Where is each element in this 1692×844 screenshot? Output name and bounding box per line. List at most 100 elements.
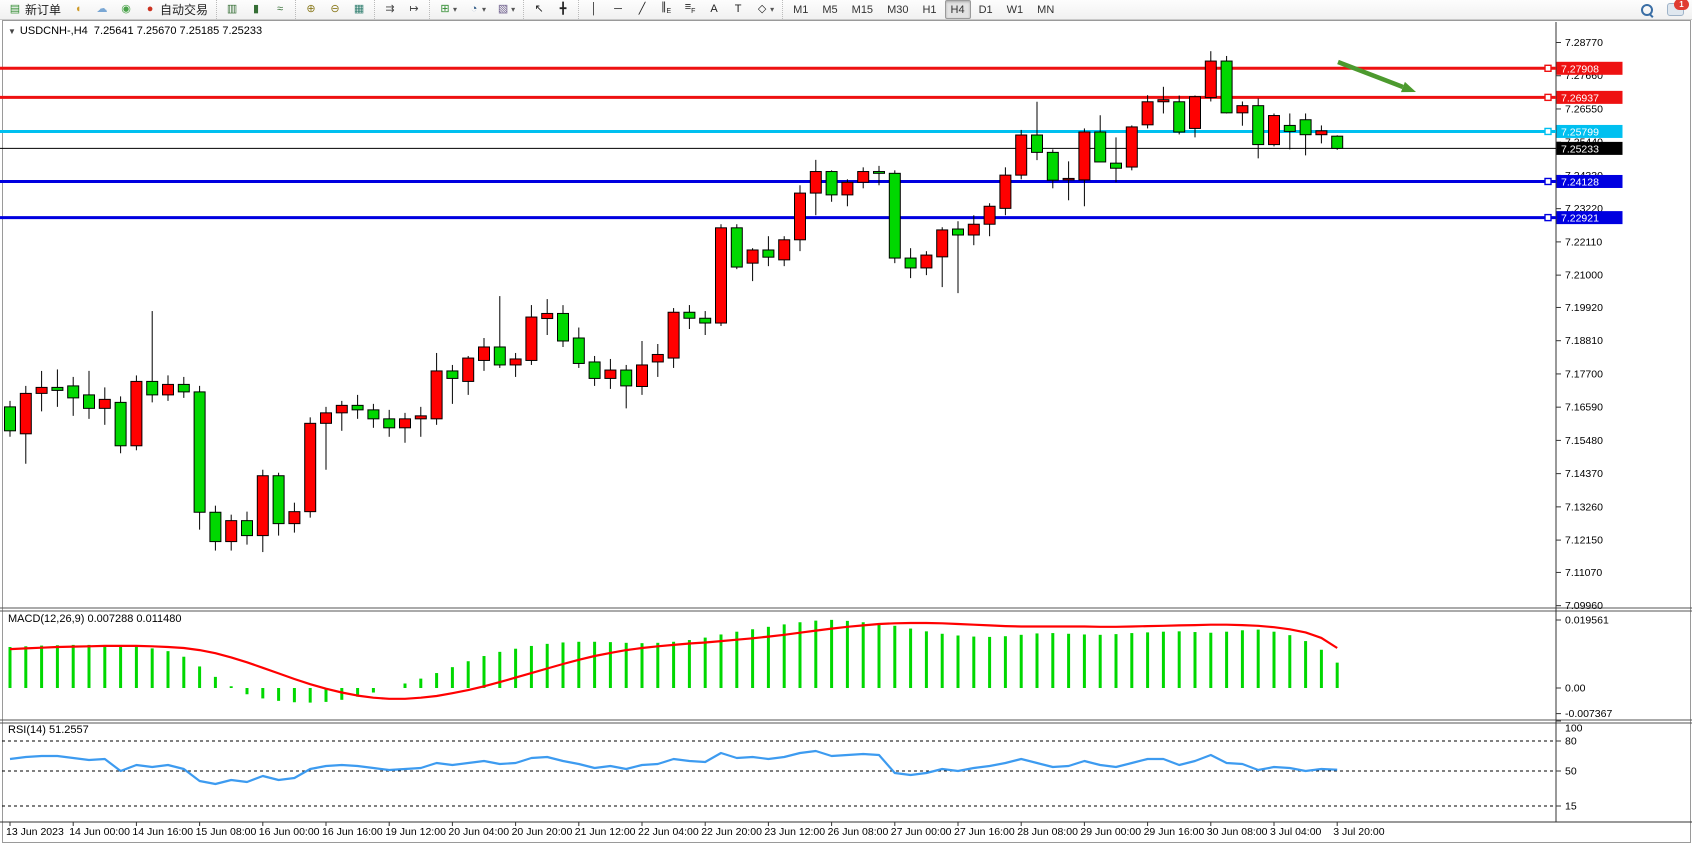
chart-shift-icon[interactable]: ↦	[403, 0, 425, 19]
svg-text:7.22921: 7.22921	[1561, 213, 1599, 225]
line-chart-icon[interactable]: ≈	[269, 0, 291, 19]
macd-indicator-label: MACD(12,26,9) 0.007288 0.011480	[8, 613, 182, 625]
svg-text:14 Jun 16:00: 14 Jun 16:00	[132, 826, 193, 838]
auto-scroll-icon[interactable]: ⇉	[379, 0, 401, 19]
svg-text:23 Jun 12:00: 23 Jun 12:00	[764, 826, 825, 838]
svg-text:50: 50	[1565, 766, 1577, 778]
text-icon[interactable]: A	[703, 0, 725, 19]
toolbar-group-dropdowns: ⊞ ▾ ◔ ▾ ▧ ▾	[429, 0, 523, 19]
text-label-icon: T	[734, 3, 742, 15]
timeframe-button-m1[interactable]: M1	[793, 3, 809, 16]
templates-icon: ▧	[497, 3, 509, 15]
horn-icon[interactable]: ◖	[67, 0, 89, 19]
svg-text:19 Jun 12:00: 19 Jun 12:00	[385, 826, 446, 838]
svg-text:7.19920: 7.19920	[1565, 302, 1603, 314]
chevron-down-icon: ▾	[482, 5, 487, 14]
svg-text:15: 15	[1565, 801, 1577, 813]
svg-text:27 Jun 00:00: 27 Jun 00:00	[891, 826, 952, 838]
bar-chart-icon[interactable]: ▥	[221, 0, 243, 19]
svg-text:0.019561: 0.019561	[1565, 615, 1609, 627]
auto-trading-button[interactable]: ● 自动交易	[139, 0, 212, 19]
timeframe-button-d1[interactable]: D1	[978, 3, 993, 16]
svg-text:7.13260: 7.13260	[1565, 501, 1603, 513]
vertical-line-icon: │	[590, 3, 598, 15]
svg-text:7.12150: 7.12150	[1565, 535, 1603, 547]
chart-shift-icon: ↦	[409, 3, 419, 15]
chart-dropdown-icon[interactable]: ▼	[8, 27, 16, 36]
svg-text:13 Jun 2023: 13 Jun 2023	[6, 826, 64, 838]
equidistant-channel-icon: ∥E	[660, 0, 672, 16]
svg-text:7.14370: 7.14370	[1565, 468, 1603, 480]
svg-text:7.17700: 7.17700	[1565, 368, 1603, 380]
svg-text:7.24128: 7.24128	[1561, 176, 1599, 188]
svg-text:27 Jun 16:00: 27 Jun 16:00	[954, 826, 1015, 838]
candlestick-icon: ▮	[253, 3, 260, 15]
shapes-icon[interactable]: ◇ ▾	[751, 0, 778, 19]
toolbar-group-cursor: ↖ ╋	[523, 0, 578, 19]
timeframe-button-m15[interactable]: M15	[851, 3, 874, 16]
timeframe-button-mn[interactable]: MN	[1037, 3, 1055, 16]
svg-text:7.26937: 7.26937	[1561, 92, 1599, 104]
text-label-icon[interactable]: T	[727, 0, 749, 19]
svg-text:16 Jun 16:00: 16 Jun 16:00	[322, 826, 383, 838]
bar-chart-icon: ▥	[226, 3, 238, 15]
chevron-down-icon: ▾	[511, 5, 516, 14]
main-toolbar: ▤ 新订单 ◖ ☁ ◉ ● 自动交易 ▥ ▮ ≈ ⊕ ⊖ ▦ ⇉ ↦ ⊞ ▾ ◔ ▾ ▧ ▾ ↖ ╋ │ ─ ╱ ∥E ≡F A T ◇ ▾ …	[0, 0, 1692, 20]
periods-icon[interactable]: ◔ ▾	[463, 0, 490, 19]
candlestick-icon[interactable]: ▮	[245, 0, 267, 19]
zoom-out-icon[interactable]: ⊖	[324, 0, 346, 19]
cursor-icon: ↖	[534, 3, 544, 15]
svg-text:7.11070: 7.11070	[1565, 567, 1602, 579]
horizontal-line-icon[interactable]: ─	[607, 0, 629, 19]
timeframe-button-h1[interactable]: H1	[922, 3, 937, 16]
timeframe-button-m5[interactable]: M5	[822, 3, 838, 16]
timeframe-button-h4[interactable]: H4	[944, 0, 971, 19]
svg-text:3 Jul 20:00: 3 Jul 20:00	[1333, 826, 1385, 838]
timeframe-button-w1[interactable]: W1	[1006, 3, 1024, 16]
svg-text:21 Jun 12:00: 21 Jun 12:00	[575, 826, 636, 838]
search-icon[interactable]	[1641, 3, 1654, 18]
rsi-indicator-label: RSI(14) 51.2557	[8, 724, 89, 736]
svg-text:22 Jun 04:00: 22 Jun 04:00	[638, 826, 699, 838]
svg-text:20 Jun 04:00: 20 Jun 04:00	[448, 826, 509, 838]
timeframe-toolbar: M1 M5 M15 M30 H1 H4 D1 W1 MN	[782, 0, 1064, 19]
equidistant-channel-icon[interactable]: ∥E	[655, 0, 677, 19]
new-order-button-label: 新订单	[25, 3, 62, 17]
signals-icon[interactable]: ◉	[115, 0, 137, 19]
toolbar-group-trade: ▤ 新订单 ◖ ☁ ◉ ● 自动交易	[0, 0, 216, 19]
notifications-icon[interactable]: 1	[1667, 0, 1689, 16]
svg-text:-0.007367: -0.007367	[1565, 708, 1612, 720]
vertical-line-icon[interactable]: │	[583, 0, 605, 19]
indicators-icon[interactable]: ⊞ ▾	[434, 0, 461, 19]
notification-count-badge: 1	[1674, 0, 1689, 10]
zoom-in-icon[interactable]: ⊕	[300, 0, 322, 19]
fibonacci-icon[interactable]: ≡F	[679, 0, 701, 19]
crosshair-icon[interactable]: ╋	[552, 0, 574, 19]
svg-text:16 Jun 00:00: 16 Jun 00:00	[259, 826, 320, 838]
svg-text:7.26550: 7.26550	[1565, 103, 1603, 115]
periods-icon: ◔	[470, 3, 478, 15]
toolbar-group-zoom: ⊕ ⊖ ▦	[295, 0, 374, 19]
crosshair-icon: ╋	[559, 3, 567, 15]
svg-text:14 Jun 00:00: 14 Jun 00:00	[69, 826, 130, 838]
community-icon[interactable]: ☁	[91, 0, 113, 19]
zoom-in-icon: ⊕	[306, 3, 316, 15]
trendline-icon[interactable]: ╱	[631, 0, 653, 19]
new-order-button[interactable]: ▤ 新订单	[4, 0, 65, 19]
templates-icon[interactable]: ▧ ▾	[492, 0, 519, 19]
svg-text:7.27908: 7.27908	[1561, 63, 1599, 75]
signals-icon: ◉	[121, 3, 131, 15]
fibonacci-icon: ≡F	[684, 0, 696, 16]
svg-text:26 Jun 08:00: 26 Jun 08:00	[828, 826, 889, 838]
tile-windows-icon[interactable]: ▦	[348, 0, 370, 19]
cursor-icon[interactable]: ↖	[528, 0, 550, 19]
svg-text:22 Jun 20:00: 22 Jun 20:00	[701, 826, 762, 838]
chart-ohlc-title[interactable]: ▼ USDCNH-,H4 7.25641 7.25670 7.25185 7.25…	[8, 25, 262, 37]
timeframe-button-m30[interactable]: M30	[887, 3, 909, 16]
svg-text:7.15480: 7.15480	[1565, 435, 1603, 447]
toolbar-group-chart-type: ▥ ▮ ≈	[216, 0, 295, 19]
toolbar-group-scroll: ⇉ ↦	[374, 0, 429, 19]
horizontal-line-icon: ─	[614, 3, 622, 15]
chevron-down-icon: ▾	[770, 5, 775, 14]
